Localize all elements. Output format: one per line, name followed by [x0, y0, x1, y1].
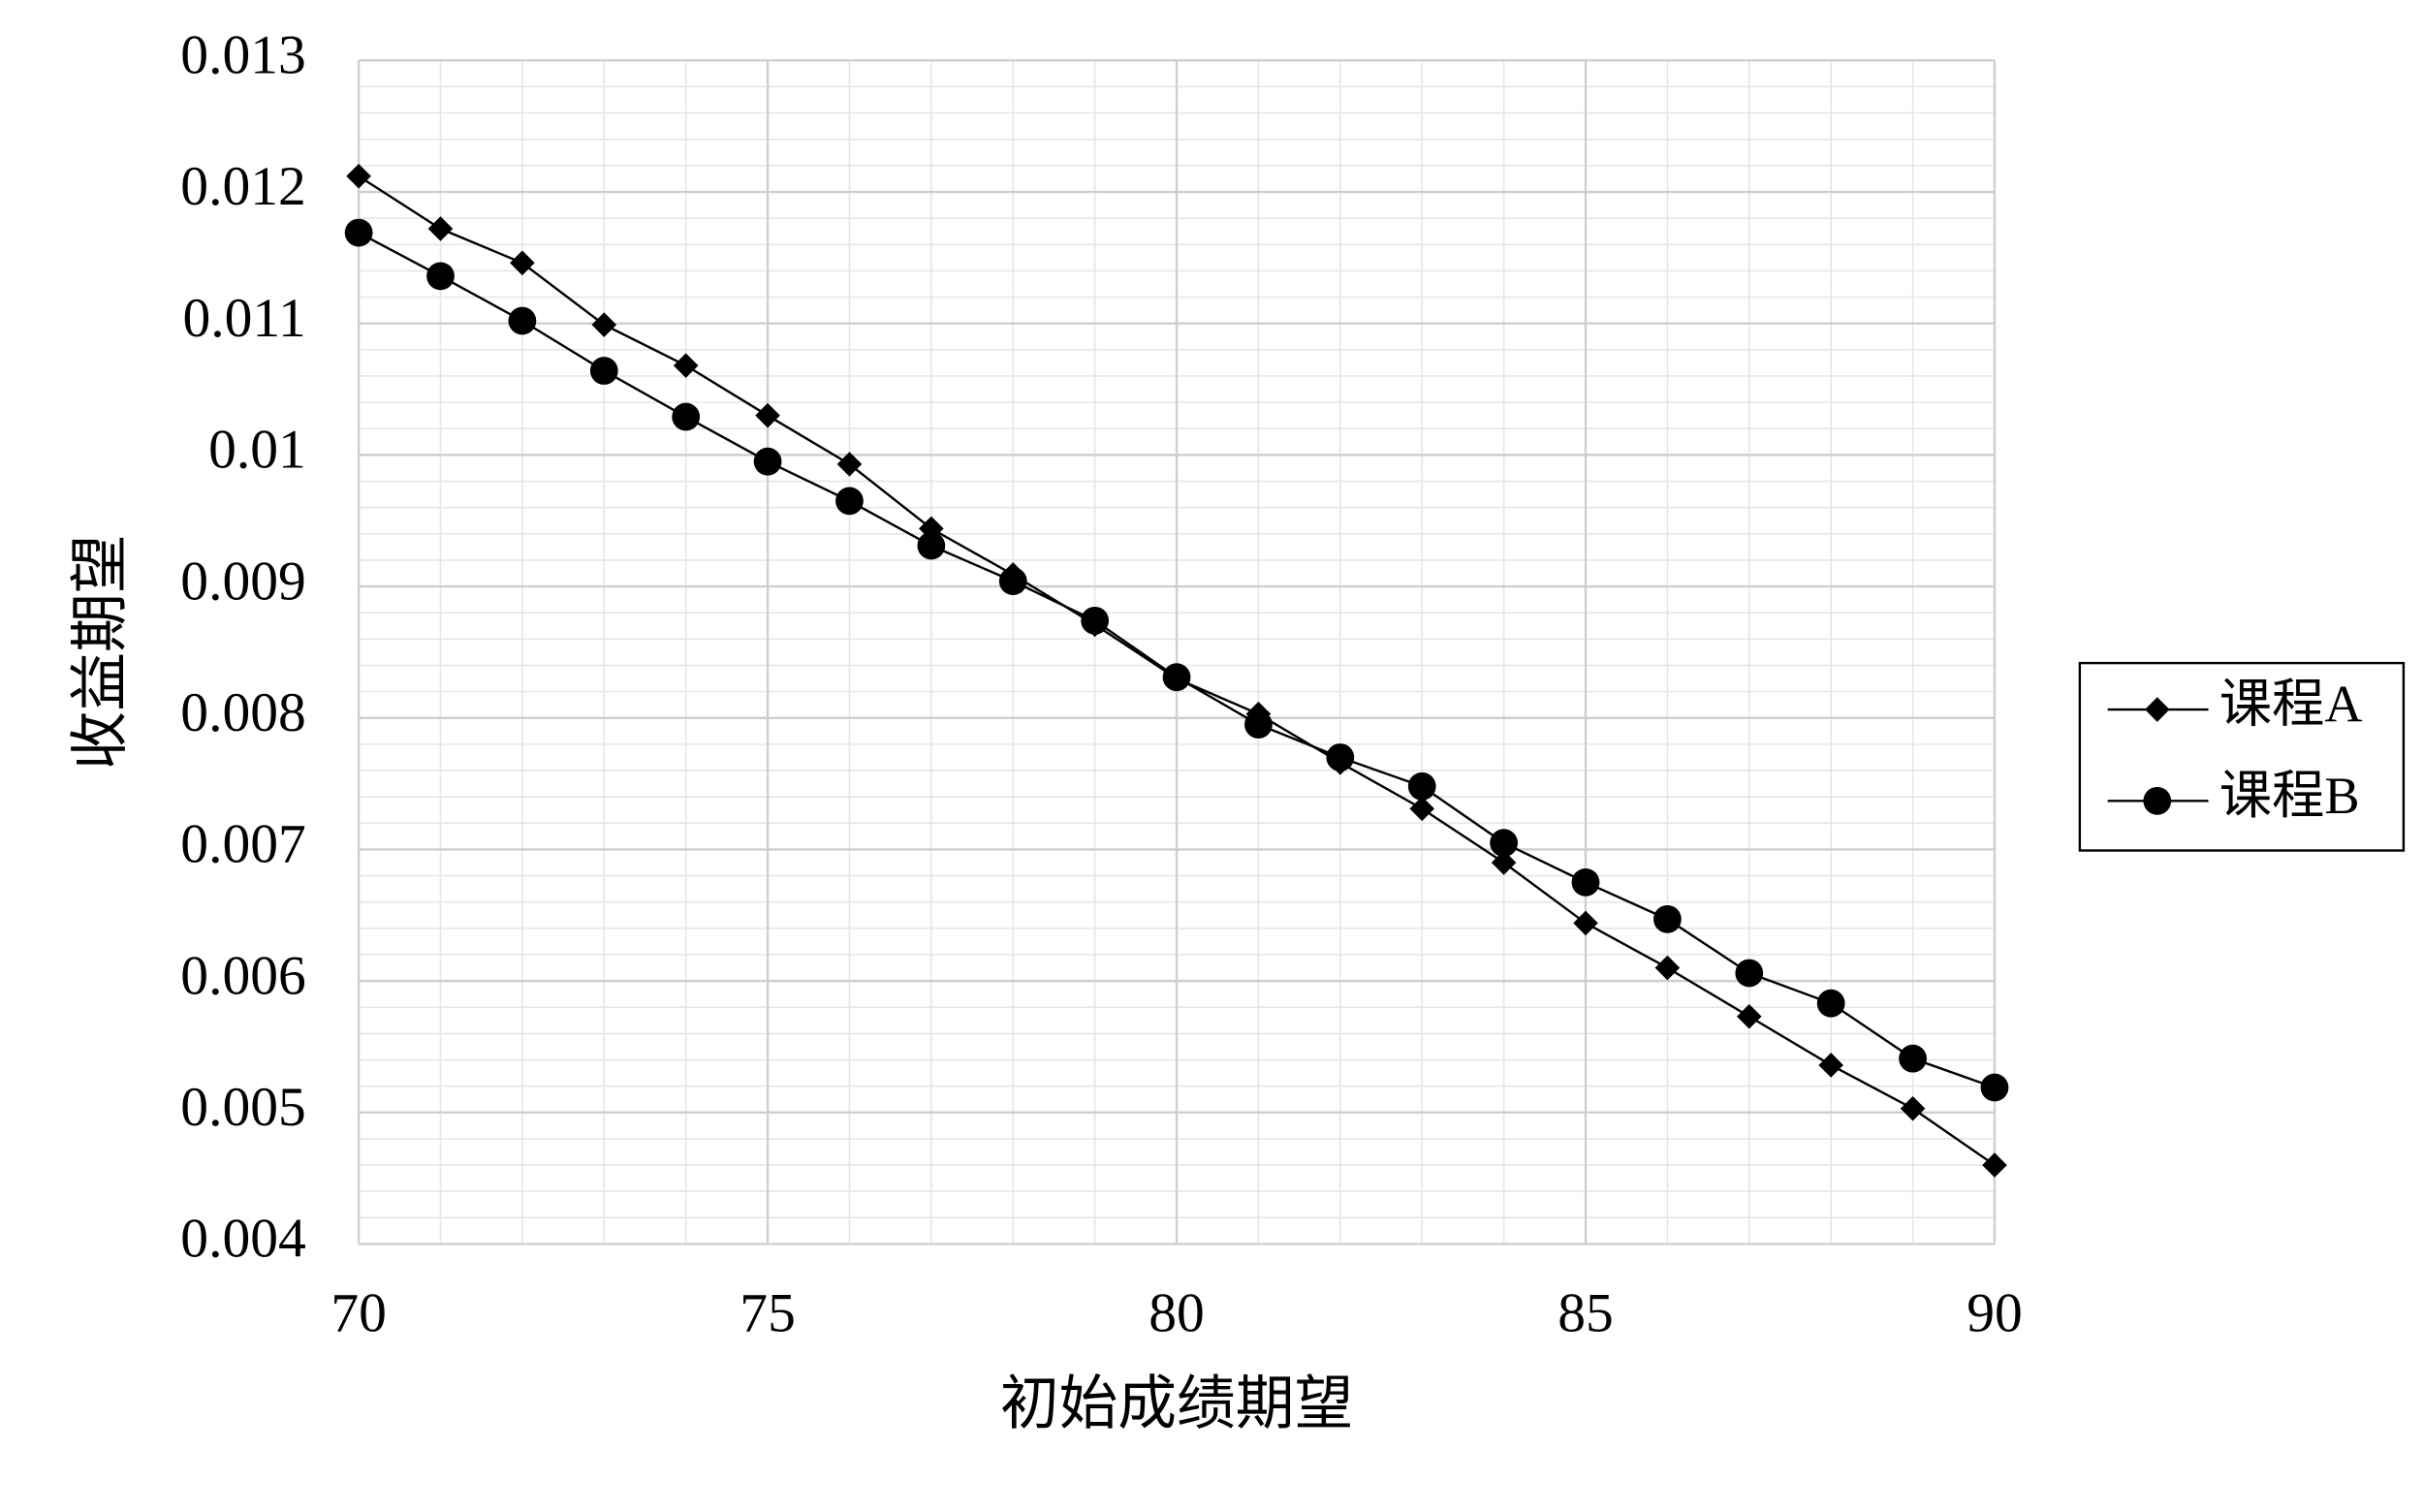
- marker: [1081, 606, 1110, 635]
- marker: [591, 312, 617, 337]
- marker: [836, 452, 863, 477]
- y-axis-label: 收益期望: [69, 534, 134, 770]
- marker: [1735, 959, 1764, 988]
- marker: [1573, 910, 1598, 936]
- y-tick-label: 0.013: [180, 25, 305, 86]
- y-tick-label: 0.008: [180, 682, 305, 743]
- x-axis-label: 初始成绩期望: [1000, 1371, 1353, 1436]
- marker: [998, 567, 1027, 596]
- marker: [1244, 710, 1273, 739]
- y-tick-label: 0.004: [180, 1209, 305, 1270]
- y-tick-label: 0.011: [182, 288, 305, 349]
- y-tick-label: 0.01: [208, 420, 306, 481]
- x-tick-label: 80: [1149, 1282, 1205, 1343]
- marker: [835, 487, 864, 516]
- marker: [1818, 1053, 1843, 1078]
- marker: [1654, 955, 1681, 981]
- marker: [672, 402, 701, 431]
- marker: [1899, 1044, 1927, 1073]
- x-tick-label: 85: [1558, 1282, 1614, 1343]
- x-tick-label: 75: [739, 1282, 796, 1343]
- x-tick-label: 90: [1967, 1282, 2023, 1343]
- y-tick-label: 0.012: [180, 156, 305, 217]
- marker: [919, 516, 944, 542]
- marker: [589, 357, 618, 385]
- marker: [1980, 1073, 2009, 1102]
- x-tick-label: 70: [330, 1282, 387, 1343]
- marker: [1162, 663, 1191, 692]
- legend-label: 课程B: [2219, 767, 2360, 825]
- marker: [508, 306, 537, 335]
- y-tick-label: 0.005: [180, 1077, 305, 1138]
- marker: [917, 531, 946, 560]
- y-tick-label: 0.009: [180, 551, 305, 612]
- legend-box: [2078, 661, 2406, 852]
- marker: [510, 250, 535, 276]
- marker: [346, 163, 371, 189]
- marker: [755, 402, 780, 428]
- marker: [1653, 904, 1682, 933]
- marker: [426, 262, 455, 291]
- legend-marker: [2143, 786, 2172, 815]
- marker: [1407, 772, 1436, 801]
- marker: [753, 447, 782, 476]
- marker: [1900, 1095, 1926, 1121]
- marker: [344, 218, 373, 247]
- marker: [1982, 1152, 2007, 1178]
- grid: [357, 59, 1997, 1245]
- y-tick-label: 0.007: [180, 814, 305, 875]
- marker: [673, 353, 699, 378]
- marker: [1816, 989, 1845, 1018]
- marker: [1409, 796, 1435, 822]
- y-tick-label: 0.006: [180, 945, 305, 1006]
- marker: [1571, 867, 1600, 897]
- legend-label: 课程A: [2219, 676, 2363, 734]
- marker: [1490, 829, 1518, 858]
- marker: [1326, 743, 1355, 772]
- marker: [427, 216, 454, 241]
